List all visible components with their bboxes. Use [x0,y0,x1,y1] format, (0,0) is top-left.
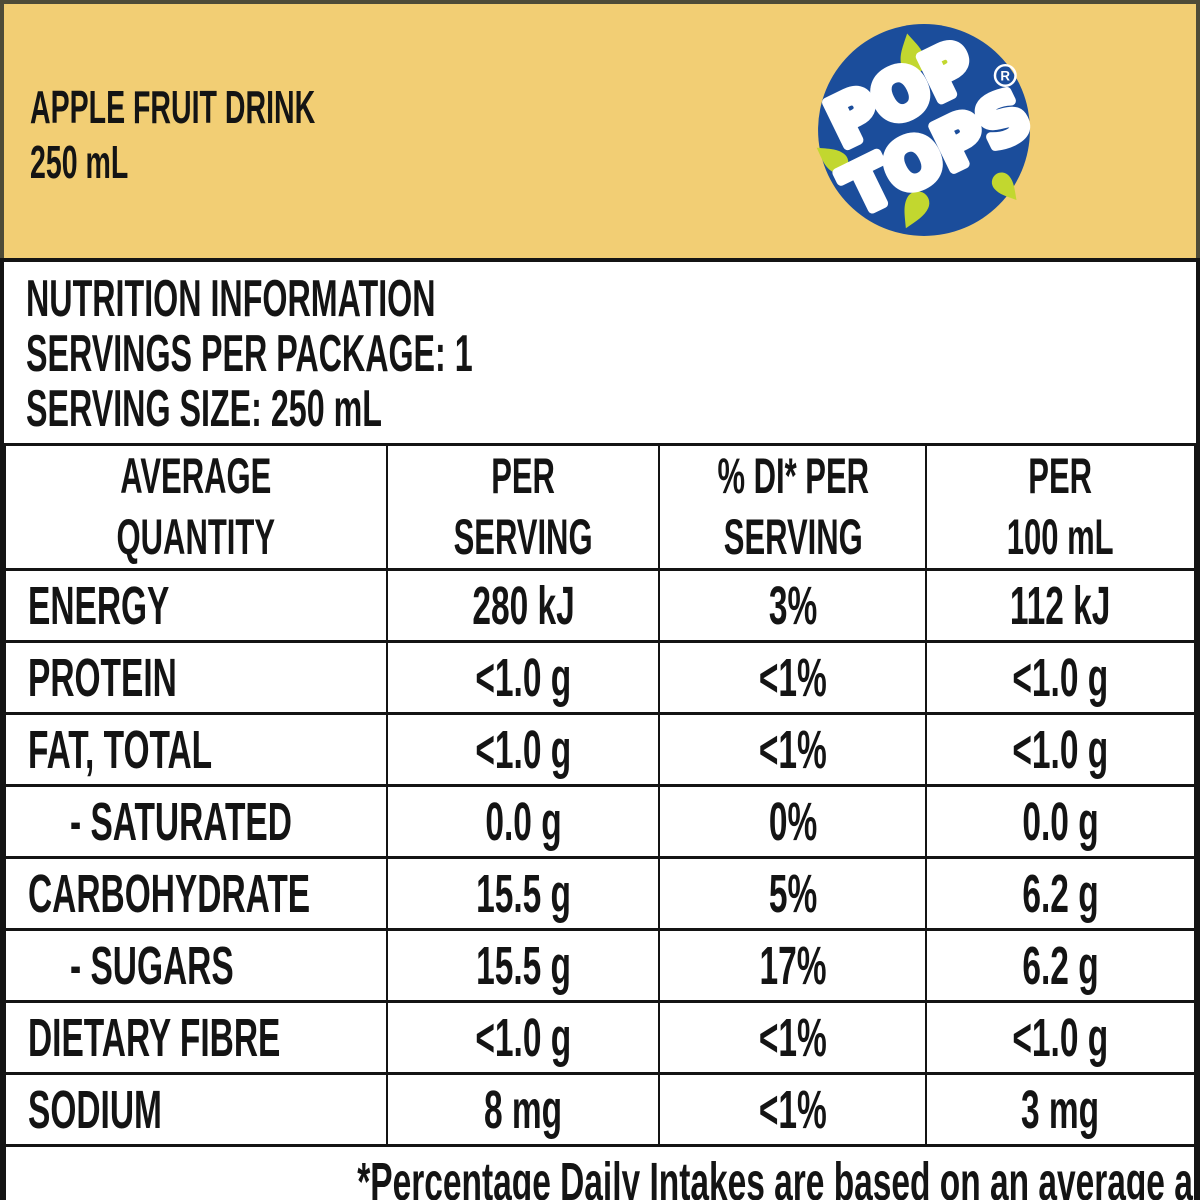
svg-text:R: R [1000,69,1010,84]
cell-di-per-serving: <1% [658,712,928,788]
row-label: - SUGARS [4,928,388,1004]
cell-per-100ml: 0.0 g [925,784,1196,860]
cell-per-100ml: <1.0 g [925,640,1196,716]
row-label: CARBOHYDRATE [4,856,388,932]
cell-per-serving: 0.0 g [385,784,661,860]
row-label: PROTEIN [4,640,388,716]
table-row: SODIUM 8 mg <1% 3 mg [4,1072,1196,1148]
cell-di-per-serving: <1% [658,1072,928,1148]
footnote-row: *Percentage Daily Intakes are based on a… [4,1144,1200,1200]
cell-per-serving: <1.0 g [385,640,661,716]
table-row: FAT, TOTAL <1.0 g <1% <1.0 g [4,712,1196,788]
table-row: - SATURATED 0.0 g 0% 0.0 g [4,784,1196,860]
cell-per-serving: <1.0 g [385,712,661,788]
cell-di-per-serving: 3% [658,568,928,644]
row-label: ENERGY [4,568,388,644]
col-header-per-serving: PER SERVING [385,443,661,572]
cell-di-per-serving: 5% [658,856,928,932]
col-header-di-per-serving: % DI* PER SERVING [658,443,928,572]
table-row: DIETARY FIBRE <1.0 g <1% <1.0 g [4,1000,1196,1076]
nutrition-header: NUTRITION INFORMATION SERVINGS PER PACKA… [4,262,1196,443]
table-row: - SUGARS 15.5 g 17% 6.2 g [4,928,1196,1004]
cell-per-serving: 15.5 g [385,928,661,1004]
cell-per-serving: <1.0 g [385,1000,661,1076]
row-label: FAT, TOTAL [4,712,388,788]
col-header-average-quantity: AVERAGE QUANTITY [4,443,388,572]
pop-tops-logo-icon: POP TOPS R [816,22,1032,236]
logo-circle [818,24,1030,236]
col-header-per-100ml: PER 100 mL [925,443,1196,572]
daily-intake-footnote: *Percentage Daily Intakes are based on a… [4,1144,1200,1200]
nutrition-title: NUTRITION INFORMATION [26,270,436,328]
cell-per-100ml: <1.0 g [925,1000,1196,1076]
cell-per-100ml: 112 kJ [925,568,1196,644]
cell-di-per-serving: 17% [658,928,928,1004]
cell-per-100ml: 6.2 g [925,928,1196,1004]
nutrition-table: AVERAGE QUANTITY PER SERVING % DI* PER SERV… [4,443,1200,1200]
table-row: ENERGY 280 kJ 3% 112 kJ [4,568,1196,644]
table-row: PROTEIN <1.0 g <1% <1.0 g [4,640,1196,716]
row-label: - SATURATED [4,784,388,860]
cell-per-100ml: 3 mg [925,1072,1196,1148]
product-name: APPLE FRUIT DRINK [30,81,316,133]
cell-per-serving: 280 kJ [385,568,661,644]
nutrition-panel: NUTRITION INFORMATION SERVINGS PER PACKA… [0,258,1200,1200]
cell-di-per-serving: <1% [658,1000,928,1076]
servings-per-package: SERVINGS PER PACKAGE: 1 [26,325,473,384]
cell-per-100ml: <1.0 g [925,712,1196,788]
registered-trademark-icon: R [993,63,1017,88]
cell-per-serving: 15.5 g [385,856,661,932]
product-banner: APPLE FRUIT DRINK 250 mL POP TOPS R [0,0,1200,258]
product-title: APPLE FRUIT DRINK 250 mL [30,80,490,190]
serving-size: SERVING SIZE: 250 mL [26,380,382,439]
cell-di-per-serving: 0% [658,784,928,860]
product-volume: 250 mL [30,136,129,189]
cell-di-per-serving: <1% [658,640,928,716]
cell-per-serving: 8 mg [385,1072,661,1148]
table-header-row: AVERAGE QUANTITY PER SERVING % DI* PER SERV… [4,443,1196,572]
row-label: SODIUM [4,1072,388,1148]
cell-per-100ml: 6.2 g [925,856,1196,932]
table-row: CARBOHYDRATE 15.5 g 5% 6.2 g [4,856,1196,932]
row-label: DIETARY FIBRE [4,1000,388,1076]
